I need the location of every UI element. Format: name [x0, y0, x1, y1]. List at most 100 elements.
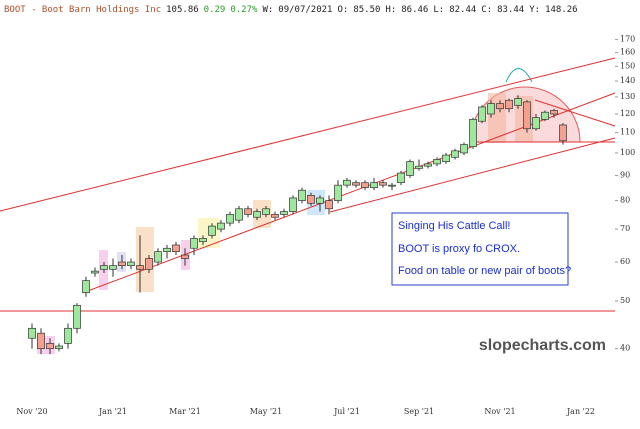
candle-body	[91, 270, 99, 274]
x-tick-label: Nov '21	[484, 407, 515, 416]
candle-body	[334, 184, 342, 201]
x-tick-label: Nov '20	[16, 407, 47, 416]
x-tick-label: May '21	[250, 407, 282, 416]
x-tick-label: Jan '21	[98, 407, 127, 416]
candle-body	[145, 258, 153, 270]
y-tick-label: 120	[620, 109, 635, 118]
x-tick-label: Jul '21	[333, 407, 360, 416]
candle-body	[370, 182, 378, 189]
y-tick-label: 160	[620, 48, 635, 57]
header-field: C:	[481, 5, 492, 15]
cup-arc	[505, 68, 533, 83]
annotation: BOOT is proxy fo CROX.	[398, 243, 520, 255]
candle-body	[163, 247, 171, 252]
candle-body	[514, 98, 522, 106]
candle-body	[397, 172, 405, 184]
y-tick-label: 110	[620, 128, 635, 137]
header-field: 0.29	[204, 5, 226, 15]
candle-body	[442, 154, 450, 163]
candle-body	[316, 197, 324, 204]
annotation: Singing His Cattle Call!	[398, 220, 511, 232]
candle-body	[172, 244, 180, 252]
candle-body	[424, 163, 432, 167]
candle-body	[460, 144, 468, 154]
candle-body	[415, 165, 423, 169]
candle-body	[532, 117, 540, 130]
candle-body	[379, 182, 387, 186]
annotation: Food on table or new pair of boots?	[398, 265, 571, 277]
candle-body	[226, 214, 234, 224]
candle-body	[298, 189, 306, 201]
y-tick-label: 70	[620, 224, 630, 233]
candle-body	[109, 265, 117, 270]
trendline	[534, 99, 616, 127]
header-field: W:	[262, 5, 273, 15]
candle-body	[55, 345, 63, 350]
candle-body	[523, 101, 531, 130]
candle-body	[100, 265, 108, 270]
candle-body	[235, 208, 243, 221]
candle-body	[361, 182, 369, 189]
header-field: 148.26	[545, 5, 578, 15]
candle-body	[46, 343, 54, 350]
candle-body	[253, 211, 261, 218]
candle-body	[289, 197, 297, 212]
header-field: 105.86	[166, 5, 199, 15]
candle-body	[271, 214, 279, 218]
y-tick-label: 50	[620, 296, 630, 305]
header-field: 0.27%	[230, 5, 258, 15]
candle-body	[478, 106, 486, 122]
y-tick-label: 140	[620, 76, 635, 85]
header-field: 83.44	[497, 5, 524, 15]
header-field: BOOT - Boot Barn Holdings Inc	[4, 5, 161, 15]
candle-body	[37, 332, 45, 350]
candle-body	[136, 265, 144, 270]
candle-body	[559, 124, 567, 142]
y-tick-label: 130	[620, 92, 635, 101]
candles	[28, 95, 567, 355]
header-field: 09/07/2021	[278, 5, 332, 15]
y-tick-label: 80	[620, 196, 630, 205]
candle-body	[190, 238, 198, 249]
candle-body	[433, 159, 441, 165]
header-field: 86.46	[401, 5, 428, 15]
header-field: H:	[385, 5, 396, 15]
annotation-box	[391, 212, 569, 286]
candle-body	[487, 103, 495, 115]
watermark: slopecharts.com	[479, 337, 606, 354]
candle-body	[73, 304, 81, 329]
candle-body	[505, 99, 513, 110]
header-field: 85.50	[353, 5, 380, 15]
header: BOOT - Boot Barn Holdings Inc 105.86 0.29 0…	[4, 5, 578, 15]
candle-body	[82, 280, 90, 293]
candle-body	[280, 211, 288, 215]
candle-body	[64, 327, 72, 344]
header-field: Y:	[529, 5, 540, 15]
x-tick-label: Jan '22	[566, 407, 595, 416]
candle-body	[244, 208, 252, 215]
y-tick-label: 150	[620, 61, 635, 70]
header-field: L:	[433, 5, 444, 15]
x-tick-label: Mar '21	[169, 407, 201, 416]
y-tick-label: 60	[620, 257, 630, 266]
x-tick-label: Sep '21	[404, 407, 434, 416]
candle-body	[262, 208, 270, 215]
trendline	[329, 137, 616, 213]
candle-body	[154, 251, 162, 263]
candle-body	[199, 238, 207, 243]
candle-body	[325, 200, 333, 210]
header-field: O:	[337, 5, 348, 15]
candle-body	[28, 327, 36, 339]
y-tick-label: 90	[620, 170, 630, 179]
candle-body	[451, 150, 459, 158]
candle-body	[118, 261, 126, 266]
y-tick-label: 100	[620, 148, 635, 157]
candle-body	[388, 184, 396, 187]
candle-body	[469, 119, 477, 147]
candle-body	[181, 254, 189, 259]
y-tick-label: 40	[620, 344, 630, 353]
candle-body	[550, 110, 558, 115]
candle-body	[208, 225, 216, 236]
trendline	[0, 57, 616, 212]
